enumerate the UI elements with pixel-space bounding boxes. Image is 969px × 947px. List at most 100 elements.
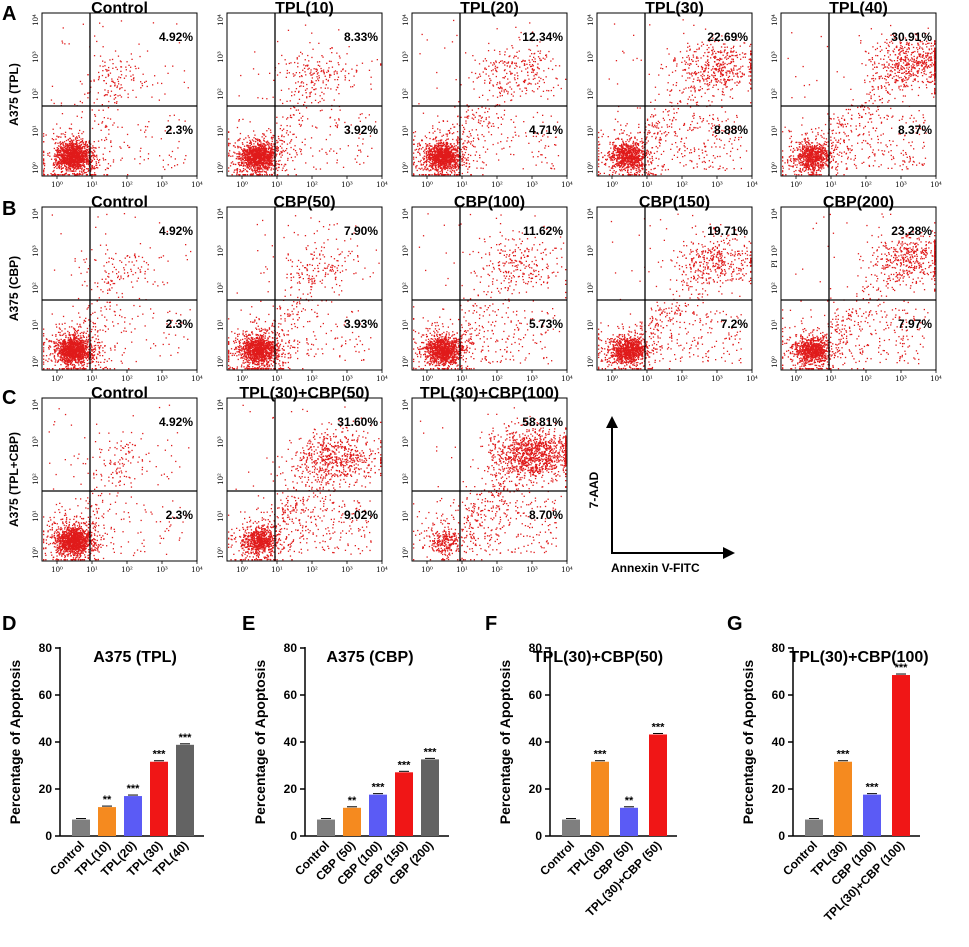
bar-chart: A375 (TPL) Percentage of Apoptosis 0 20 40 60…: [7, 641, 204, 879]
bar: [649, 734, 667, 836]
x-tick-label: 10⁴: [561, 566, 573, 574]
y-tick-label: 10¹: [587, 125, 595, 137]
y-tick-label: 10⁴: [32, 208, 40, 220]
upper-right-percentage: 58.81%: [522, 415, 563, 429]
y-tick-label: 10⁰: [217, 162, 225, 174]
y-tick-label: 10²: [402, 88, 410, 100]
y-tick-label: 40: [772, 735, 786, 749]
flow-plot: CBP(200) 23.28% 7.97% 10⁰ 10⁰ 10¹ 10¹ 10² 10² 10³…: [771, 194, 942, 383]
x-tick-label: 10²: [676, 181, 688, 189]
y-axis-label: Percentage of Apoptosis: [7, 660, 23, 825]
y-tick-label: 10³: [32, 436, 40, 448]
y-tick-label: 10¹: [217, 319, 225, 331]
y-tick-label: 10⁴: [32, 399, 40, 411]
y-tick-label: 10⁰: [771, 162, 779, 174]
upper-right-percentage: 7.90%: [344, 224, 378, 238]
flow-plot-title: TPL(30): [645, 0, 704, 17]
plot-frame: [411, 397, 568, 562]
lower-right-percentage: 2.3%: [166, 317, 194, 331]
bar: [591, 761, 609, 836]
y-tick-label: 10⁴: [771, 208, 779, 220]
bar-chart-title: TPL(30)+CBP(50): [533, 649, 663, 666]
x-tick-label: 10⁰: [421, 181, 433, 189]
x-tick-label: 10¹: [271, 375, 283, 383]
y-tick-label: 10²: [32, 88, 40, 100]
flow-plot: TPL(30)+CBP(50) 31.60% 9.02% 10⁰ 10⁰ 10¹ 10¹ 10…: [217, 385, 388, 574]
legend-y-arrow-icon: [606, 416, 618, 428]
bar: [343, 807, 361, 836]
y-axis-label: Percentage of Apoptosis: [252, 660, 268, 825]
y-tick-label: 20: [529, 782, 543, 796]
x-tick-label: 10⁰: [236, 566, 248, 574]
x-tick-label: 10³: [341, 375, 353, 383]
plot-frame: [226, 12, 383, 177]
bar-chart-title: A375 (TPL): [93, 649, 177, 666]
row-label: A375 (TPL): [7, 63, 21, 126]
plot-frame: [411, 12, 568, 177]
plot-frame: [41, 12, 198, 177]
significance-label: ***: [398, 759, 412, 771]
flow-plot: Control 4.92% 2.3% 10⁰ 10⁰ 10¹ 10¹ 10² 10² 10³ 10³…: [32, 0, 203, 189]
event-dots: [228, 215, 380, 370]
x-tick-label: 10⁰: [421, 566, 433, 574]
x-tick-label: 10⁰: [51, 375, 63, 383]
flow-plot: TPL(10) 8.33% 3.92% 10⁰ 10⁰ 10¹ 10¹ 10² 10² 10³ 10…: [217, 0, 388, 189]
y-tick-label: 10¹: [587, 319, 595, 331]
bar: [98, 807, 116, 836]
y-tick-label: 40: [39, 735, 53, 749]
y-tick-label: 10³: [587, 245, 595, 257]
upper-right-percentage: 4.92%: [159, 30, 193, 44]
x-tick-label: 10²: [306, 181, 318, 189]
plot-frame: [226, 206, 383, 371]
flow-plot: TPL(30)22.69% 8.88% 10⁰ 10⁰ 10¹ 10¹ 10² 10² 10³ 1…: [587, 0, 758, 189]
event-dots: [228, 404, 382, 561]
bar: [421, 759, 439, 836]
significance-label: ***: [594, 749, 608, 761]
y-tick-label: 10⁴: [587, 14, 595, 26]
event-dots: [43, 213, 192, 370]
lower-right-percentage: 8.37%: [898, 123, 932, 137]
bar: [805, 819, 823, 836]
plot-frame: [780, 12, 937, 177]
y-tick-label: 10²: [217, 473, 225, 485]
x-tick-label: 10⁰: [236, 181, 248, 189]
x-tick-label: 10³: [156, 375, 168, 383]
x-tick-label: 10¹: [86, 181, 98, 189]
upper-right-percentage: 30.91%: [891, 30, 932, 44]
x-tick-label: 10²: [491, 181, 503, 189]
significance-label: ***: [895, 662, 909, 674]
panel-letter-b: B: [2, 198, 16, 220]
lower-right-percentage: 3.92%: [344, 123, 378, 137]
event-dots: [228, 24, 382, 176]
x-tick-label: 10²: [491, 566, 503, 574]
y-tick-label: 10⁴: [402, 14, 410, 26]
flow-plot: TPL(30)+CBP(100) 58.81% 8.70% 10⁰ 10⁰ 10¹ 10¹ 1…: [402, 385, 573, 574]
y-tick-label: 10⁴: [217, 14, 225, 26]
x-tick-label: 10⁰: [51, 566, 63, 574]
y-tick-label: 10³: [771, 51, 779, 63]
significance-label: **: [103, 794, 112, 806]
y-tick-label: 10³: [32, 51, 40, 63]
flow-axis-legend: 7-AAD Annexin V-FITC: [587, 416, 735, 575]
lower-right-percentage: 5.73%: [529, 317, 563, 331]
y-tick-label: 10⁴: [771, 14, 779, 26]
y-tick-label: 10¹: [771, 125, 779, 137]
x-tick-label: 10¹: [456, 181, 468, 189]
x-tick-label: 10⁴: [376, 181, 388, 189]
x-tick-label: 10²: [121, 566, 133, 574]
x-tick-label: 10¹: [456, 375, 468, 383]
x-tick-label: 10⁴: [930, 375, 942, 383]
y-tick-label: 0: [290, 829, 297, 843]
x-tick-label: 10⁰: [790, 375, 802, 383]
event-dots: [598, 19, 752, 176]
y-tick-label: 10⁴: [587, 208, 595, 220]
flow-plot: CBP(100) 11.62% 5.73% 10⁰ 10⁰ 10¹ 10¹ 10² 10² 10³…: [402, 194, 573, 383]
plot-frame: [411, 206, 568, 371]
bar: [124, 796, 142, 836]
row-label: A375 (TPL+CBP): [7, 432, 21, 527]
x-tick-label: 10²: [121, 181, 133, 189]
x-tick-label: 10¹: [641, 181, 653, 189]
flow-plot-title: CBP(50): [273, 194, 335, 211]
legend-x-arrow-icon: [723, 547, 735, 559]
